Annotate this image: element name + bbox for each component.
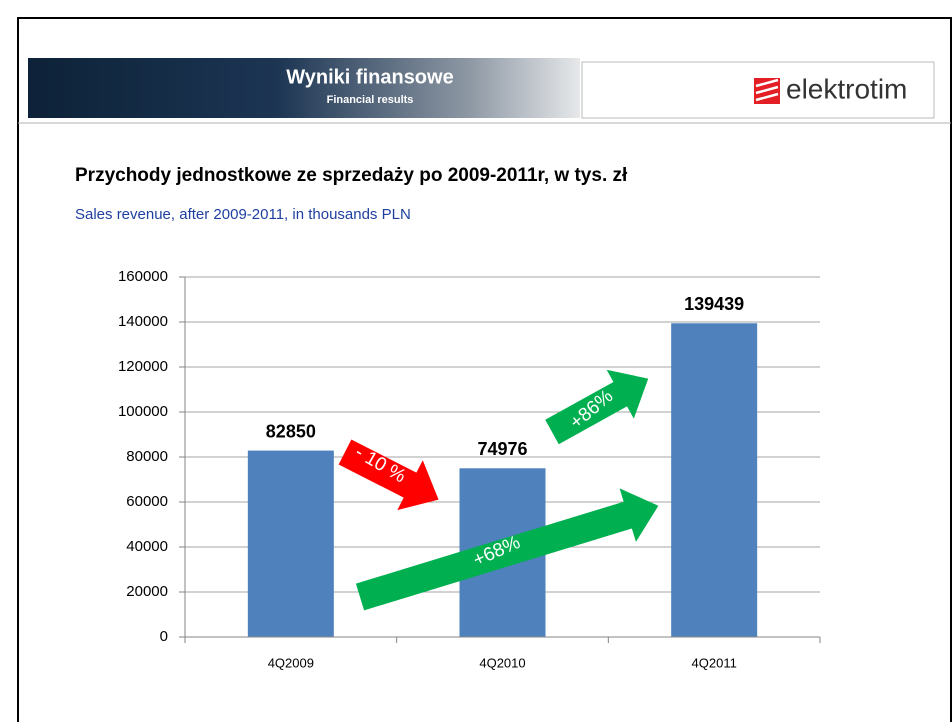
data-label: 74976	[477, 439, 527, 459]
data-label: 139439	[684, 294, 744, 314]
x-tick-label: 4Q2011	[692, 655, 737, 670]
logo-text: elektrotim	[786, 73, 907, 104]
arrow-shape	[338, 439, 439, 511]
annotation-arrow	[545, 369, 649, 445]
annotation-arrow	[338, 439, 439, 511]
y-tick-label: 120000	[118, 358, 168, 375]
y-tick-label: 100000	[118, 403, 168, 420]
y-tick-label: 60000	[126, 493, 168, 510]
header-bar	[28, 58, 580, 118]
y-tick-label: 40000	[126, 538, 168, 555]
bar	[247, 450, 334, 637]
x-tick-label: 4Q2009	[268, 655, 314, 670]
chart-title: Przychody jednostkowe ze sprzedaży po 20…	[75, 165, 628, 186]
y-tick-label: 20000	[126, 583, 168, 600]
slide-frame	[17, 17, 952, 722]
y-tick-label: 0	[160, 628, 168, 645]
logo-icon	[754, 78, 780, 104]
arrow-shape	[545, 369, 649, 445]
y-tick-label: 140000	[118, 313, 168, 330]
y-tick-label: 160000	[118, 268, 168, 285]
y-tick-label: 80000	[126, 448, 168, 465]
chart-subtitle: Sales revenue, after 2009-2011, in thous…	[75, 206, 411, 223]
arrow-shape	[355, 488, 659, 611]
data-label: 82850	[266, 421, 316, 441]
header-title: Wyniki finansowe	[286, 66, 453, 88]
annotation-arrow	[355, 488, 659, 611]
header-subtitle: Financial results	[327, 94, 414, 106]
bar	[671, 323, 758, 637]
x-tick-label: 4Q2010	[479, 655, 525, 670]
